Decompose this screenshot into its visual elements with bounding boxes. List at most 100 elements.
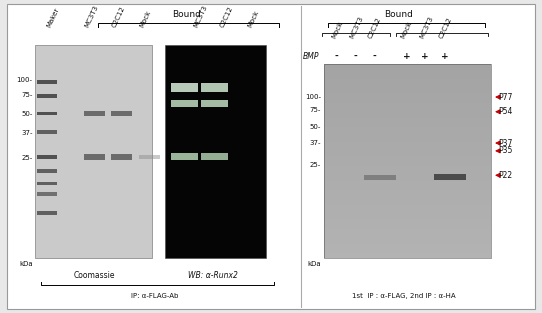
Text: 75-: 75- xyxy=(309,107,321,113)
Text: MC3T3: MC3T3 xyxy=(418,15,434,39)
Bar xyxy=(37,169,57,173)
Bar xyxy=(324,117,491,122)
Bar xyxy=(324,239,491,244)
Bar xyxy=(324,209,491,215)
Text: MC3T3: MC3T3 xyxy=(192,4,208,28)
Text: C2C12: C2C12 xyxy=(111,5,126,28)
Bar xyxy=(324,175,491,181)
Text: kDa: kDa xyxy=(307,261,321,268)
Bar xyxy=(324,161,491,166)
Bar xyxy=(324,122,491,127)
Bar xyxy=(324,200,491,205)
Bar xyxy=(324,224,491,229)
Bar xyxy=(434,174,466,180)
Bar xyxy=(324,127,491,132)
Text: 100-: 100- xyxy=(16,77,33,83)
Text: C2C12: C2C12 xyxy=(367,16,383,39)
Bar xyxy=(324,253,491,258)
Text: 37-: 37- xyxy=(309,140,321,146)
Bar xyxy=(324,233,491,239)
Bar xyxy=(324,205,491,210)
Bar xyxy=(324,156,491,161)
Text: Mock: Mock xyxy=(400,20,413,39)
Text: WB: α-Runx2: WB: α-Runx2 xyxy=(188,271,238,280)
Text: P37: P37 xyxy=(499,139,513,147)
Bar xyxy=(324,190,491,195)
Text: 50-: 50- xyxy=(21,111,33,117)
Text: +: + xyxy=(421,52,429,61)
Bar xyxy=(324,185,491,190)
Text: kDa: kDa xyxy=(19,261,33,268)
Bar xyxy=(324,244,491,249)
Text: P35: P35 xyxy=(499,146,513,155)
Bar xyxy=(324,151,491,156)
Bar xyxy=(324,79,491,84)
Bar xyxy=(111,111,132,116)
Bar xyxy=(324,229,491,234)
Bar xyxy=(324,64,491,69)
Bar xyxy=(324,146,491,151)
Bar xyxy=(37,192,57,196)
Bar xyxy=(171,83,198,92)
Text: P22: P22 xyxy=(499,171,513,180)
Text: 25-: 25- xyxy=(309,162,321,168)
Text: Bound: Bound xyxy=(384,10,413,19)
Text: Mock: Mock xyxy=(139,9,152,28)
Text: Bound: Bound xyxy=(172,10,202,19)
Bar xyxy=(324,74,491,79)
Text: C2C12: C2C12 xyxy=(438,16,453,39)
Bar xyxy=(324,88,491,93)
Bar xyxy=(37,80,57,84)
Bar xyxy=(171,153,198,160)
Bar xyxy=(201,100,228,107)
Bar xyxy=(324,93,491,98)
Bar xyxy=(139,155,160,159)
Bar xyxy=(324,180,491,185)
Bar xyxy=(324,248,491,254)
Bar xyxy=(201,153,228,160)
Bar xyxy=(37,94,57,98)
Bar xyxy=(201,83,228,92)
Bar xyxy=(84,154,105,160)
Text: 37-: 37- xyxy=(21,130,33,136)
Bar xyxy=(37,182,57,185)
Bar xyxy=(84,111,105,116)
Bar xyxy=(35,45,152,258)
Bar xyxy=(324,112,491,118)
Bar xyxy=(324,83,491,88)
Bar xyxy=(324,103,491,108)
Bar xyxy=(324,137,491,142)
Bar xyxy=(324,195,491,200)
Bar xyxy=(324,166,491,171)
Bar xyxy=(37,130,57,134)
Bar xyxy=(324,108,491,113)
Bar xyxy=(364,175,396,180)
Text: -: - xyxy=(335,52,338,61)
Bar xyxy=(37,112,57,115)
Bar xyxy=(165,45,266,258)
Text: 75-: 75- xyxy=(21,92,33,99)
Text: 25-: 25- xyxy=(21,155,33,161)
Text: MC3T3: MC3T3 xyxy=(349,15,364,39)
Bar xyxy=(37,211,57,215)
Text: C2C12: C2C12 xyxy=(220,5,235,28)
Text: P77: P77 xyxy=(499,93,513,101)
Bar xyxy=(324,219,491,224)
Text: BMP: BMP xyxy=(304,52,320,61)
Bar xyxy=(324,214,491,219)
Bar xyxy=(171,100,198,107)
Bar xyxy=(324,98,491,103)
Bar xyxy=(324,132,491,137)
Text: 50-: 50- xyxy=(309,124,321,130)
Text: Coomassie: Coomassie xyxy=(74,271,115,280)
Text: IP: α-FLAG-Ab: IP: α-FLAG-Ab xyxy=(131,293,178,299)
Bar xyxy=(324,171,491,176)
Text: +: + xyxy=(441,52,448,61)
Bar xyxy=(37,155,57,159)
Bar xyxy=(324,69,491,74)
Text: 1st  IP : α-FLAG, 2nd IP : α-HA: 1st IP : α-FLAG, 2nd IP : α-HA xyxy=(352,293,456,299)
Text: MC3T3: MC3T3 xyxy=(84,4,100,28)
Bar xyxy=(324,64,491,258)
Text: -: - xyxy=(353,52,357,61)
Text: -: - xyxy=(372,52,376,61)
